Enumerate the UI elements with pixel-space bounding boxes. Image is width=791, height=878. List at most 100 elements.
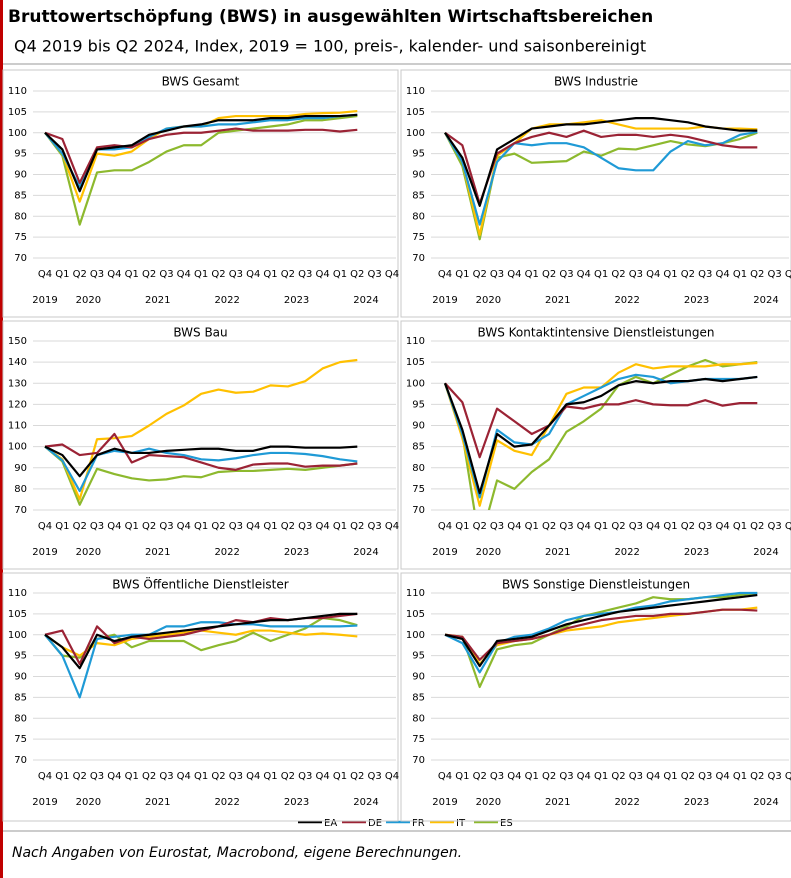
x-tick-label: Q3 (90, 771, 104, 782)
series-line (443, 375, 758, 495)
y-tick-label: 100 (406, 378, 425, 389)
series-line (44, 612, 358, 670)
panel-frame (2, 572, 399, 822)
x-tick-label: Q2 (542, 521, 556, 532)
x-tick-label: Q3 (159, 269, 173, 280)
series-line (444, 591, 758, 689)
x-tick-label: Q4 (785, 269, 791, 280)
panel-title: BWS Industrie (554, 75, 638, 89)
legend-label: IT (456, 818, 466, 829)
x-group-label: 2019 (432, 797, 457, 808)
x-tick-label: Q2 (611, 269, 625, 280)
x-tick-label: Q4 (385, 771, 399, 782)
y-tick-label: 85 (412, 442, 425, 453)
x-group-label: 2024 (753, 295, 778, 306)
x-tick-label: Q4 (177, 269, 191, 280)
y-tick-label: 75 (14, 232, 27, 243)
x-tick-label: Q4 (507, 521, 521, 532)
x-tick-label: Q2 (750, 771, 764, 782)
x-tick-label: Q3 (629, 521, 643, 532)
x-tick-label: Q3 (298, 521, 312, 532)
x-tick-label: Q1 (525, 771, 539, 782)
x-group-label: 2019 (432, 547, 457, 558)
x-tick-label: Q3 (768, 521, 782, 532)
page-title: Bruttowertschöpfung (BWS) in ausgewählte… (8, 7, 653, 27)
x-tick-label: Q1 (594, 521, 608, 532)
legend: EA DE FR IT ES (298, 818, 513, 829)
x-tick-label: Q3 (490, 521, 504, 532)
y-tick-label: 110 (406, 336, 425, 347)
series-line (444, 129, 758, 205)
x-tick-label: Q3 (90, 521, 104, 532)
series-line (44, 621, 358, 699)
y-tick-label: 150 (8, 336, 27, 347)
x-group-label: 2022 (614, 797, 639, 808)
x-tick-label: Q2 (211, 269, 225, 280)
x-group-label: 2021 (145, 797, 170, 808)
x-tick-label: Q3 (698, 521, 712, 532)
x-group-label: 2021 (545, 547, 570, 558)
y-tick-label: 70 (412, 755, 425, 766)
y-tick-label: 105 (406, 357, 425, 368)
x-group-label: 2021 (145, 547, 170, 558)
x-tick-label: Q3 (229, 521, 243, 532)
x-group-label: 2021 (145, 295, 170, 306)
x-tick-label: Q1 (55, 521, 69, 532)
series-line (444, 593, 758, 668)
y-tick-label: 105 (8, 609, 27, 620)
panel-frame (400, 69, 791, 318)
y-tick-label: 80 (412, 463, 425, 474)
x-tick-label: Q3 (298, 269, 312, 280)
x-tick-label: Q2 (350, 269, 364, 280)
x-tick-label: Q2 (211, 521, 225, 532)
x-tick-label: Q3 (229, 771, 243, 782)
y-tick-label: 95 (412, 399, 425, 410)
x-tick-label: Q4 (785, 771, 791, 782)
series-line (444, 130, 758, 226)
x-tick-label: Q2 (281, 269, 295, 280)
x-tick-label: Q2 (73, 269, 87, 280)
x-tick-label: Q4 (385, 269, 399, 280)
x-tick-label: Q4 (38, 269, 52, 280)
x-group-label: 2019 (32, 797, 57, 808)
x-group-label: 2024 (353, 547, 378, 558)
y-tick-label: 110 (406, 588, 425, 599)
x-tick-label: Q3 (698, 269, 712, 280)
x-tick-label: Q4 (507, 269, 521, 280)
x-group-label: 2023 (284, 295, 309, 306)
y-tick-label: 90 (14, 463, 27, 474)
y-tick-label: 100 (8, 128, 27, 139)
y-tick-label: 110 (8, 588, 27, 599)
x-tick-label: Q4 (107, 269, 121, 280)
x-tick-label: Q2 (750, 521, 764, 532)
x-group-label: 2023 (284, 547, 309, 558)
y-tick-label: 105 (406, 107, 425, 118)
x-tick-label: Q2 (681, 771, 695, 782)
y-tick-label: 75 (412, 734, 425, 745)
y-tick-label: 85 (412, 692, 425, 703)
x-group-label: 2021 (545, 295, 570, 306)
y-tick-label: 80 (14, 484, 27, 495)
accent-bar (0, 0, 3, 878)
x-tick-label: Q1 (333, 269, 347, 280)
x-tick-label: Q1 (733, 521, 747, 532)
x-tick-label: Q1 (525, 269, 539, 280)
x-tick-label: Q1 (333, 771, 347, 782)
x-tick-label: Q1 (733, 771, 747, 782)
x-tick-label: Q2 (142, 521, 156, 532)
y-tick-label: 70 (14, 253, 27, 264)
x-tick-label: Q4 (785, 521, 791, 532)
x-tick-label: Q1 (125, 521, 139, 532)
panel-title: BWS Bau (173, 326, 227, 340)
series-line (44, 432, 358, 471)
y-tick-label: 90 (412, 421, 425, 432)
y-tick-label: 100 (8, 442, 27, 453)
x-tick-label: Q3 (698, 771, 712, 782)
x-tick-label: Q3 (159, 521, 173, 532)
x-tick-label: Q3 (368, 269, 382, 280)
y-tick-label: 90 (412, 672, 425, 683)
x-tick-label: Q3 (229, 269, 243, 280)
x-tick-label: Q4 (715, 521, 729, 532)
x-tick-label: Q3 (559, 771, 573, 782)
series-line (44, 127, 358, 184)
